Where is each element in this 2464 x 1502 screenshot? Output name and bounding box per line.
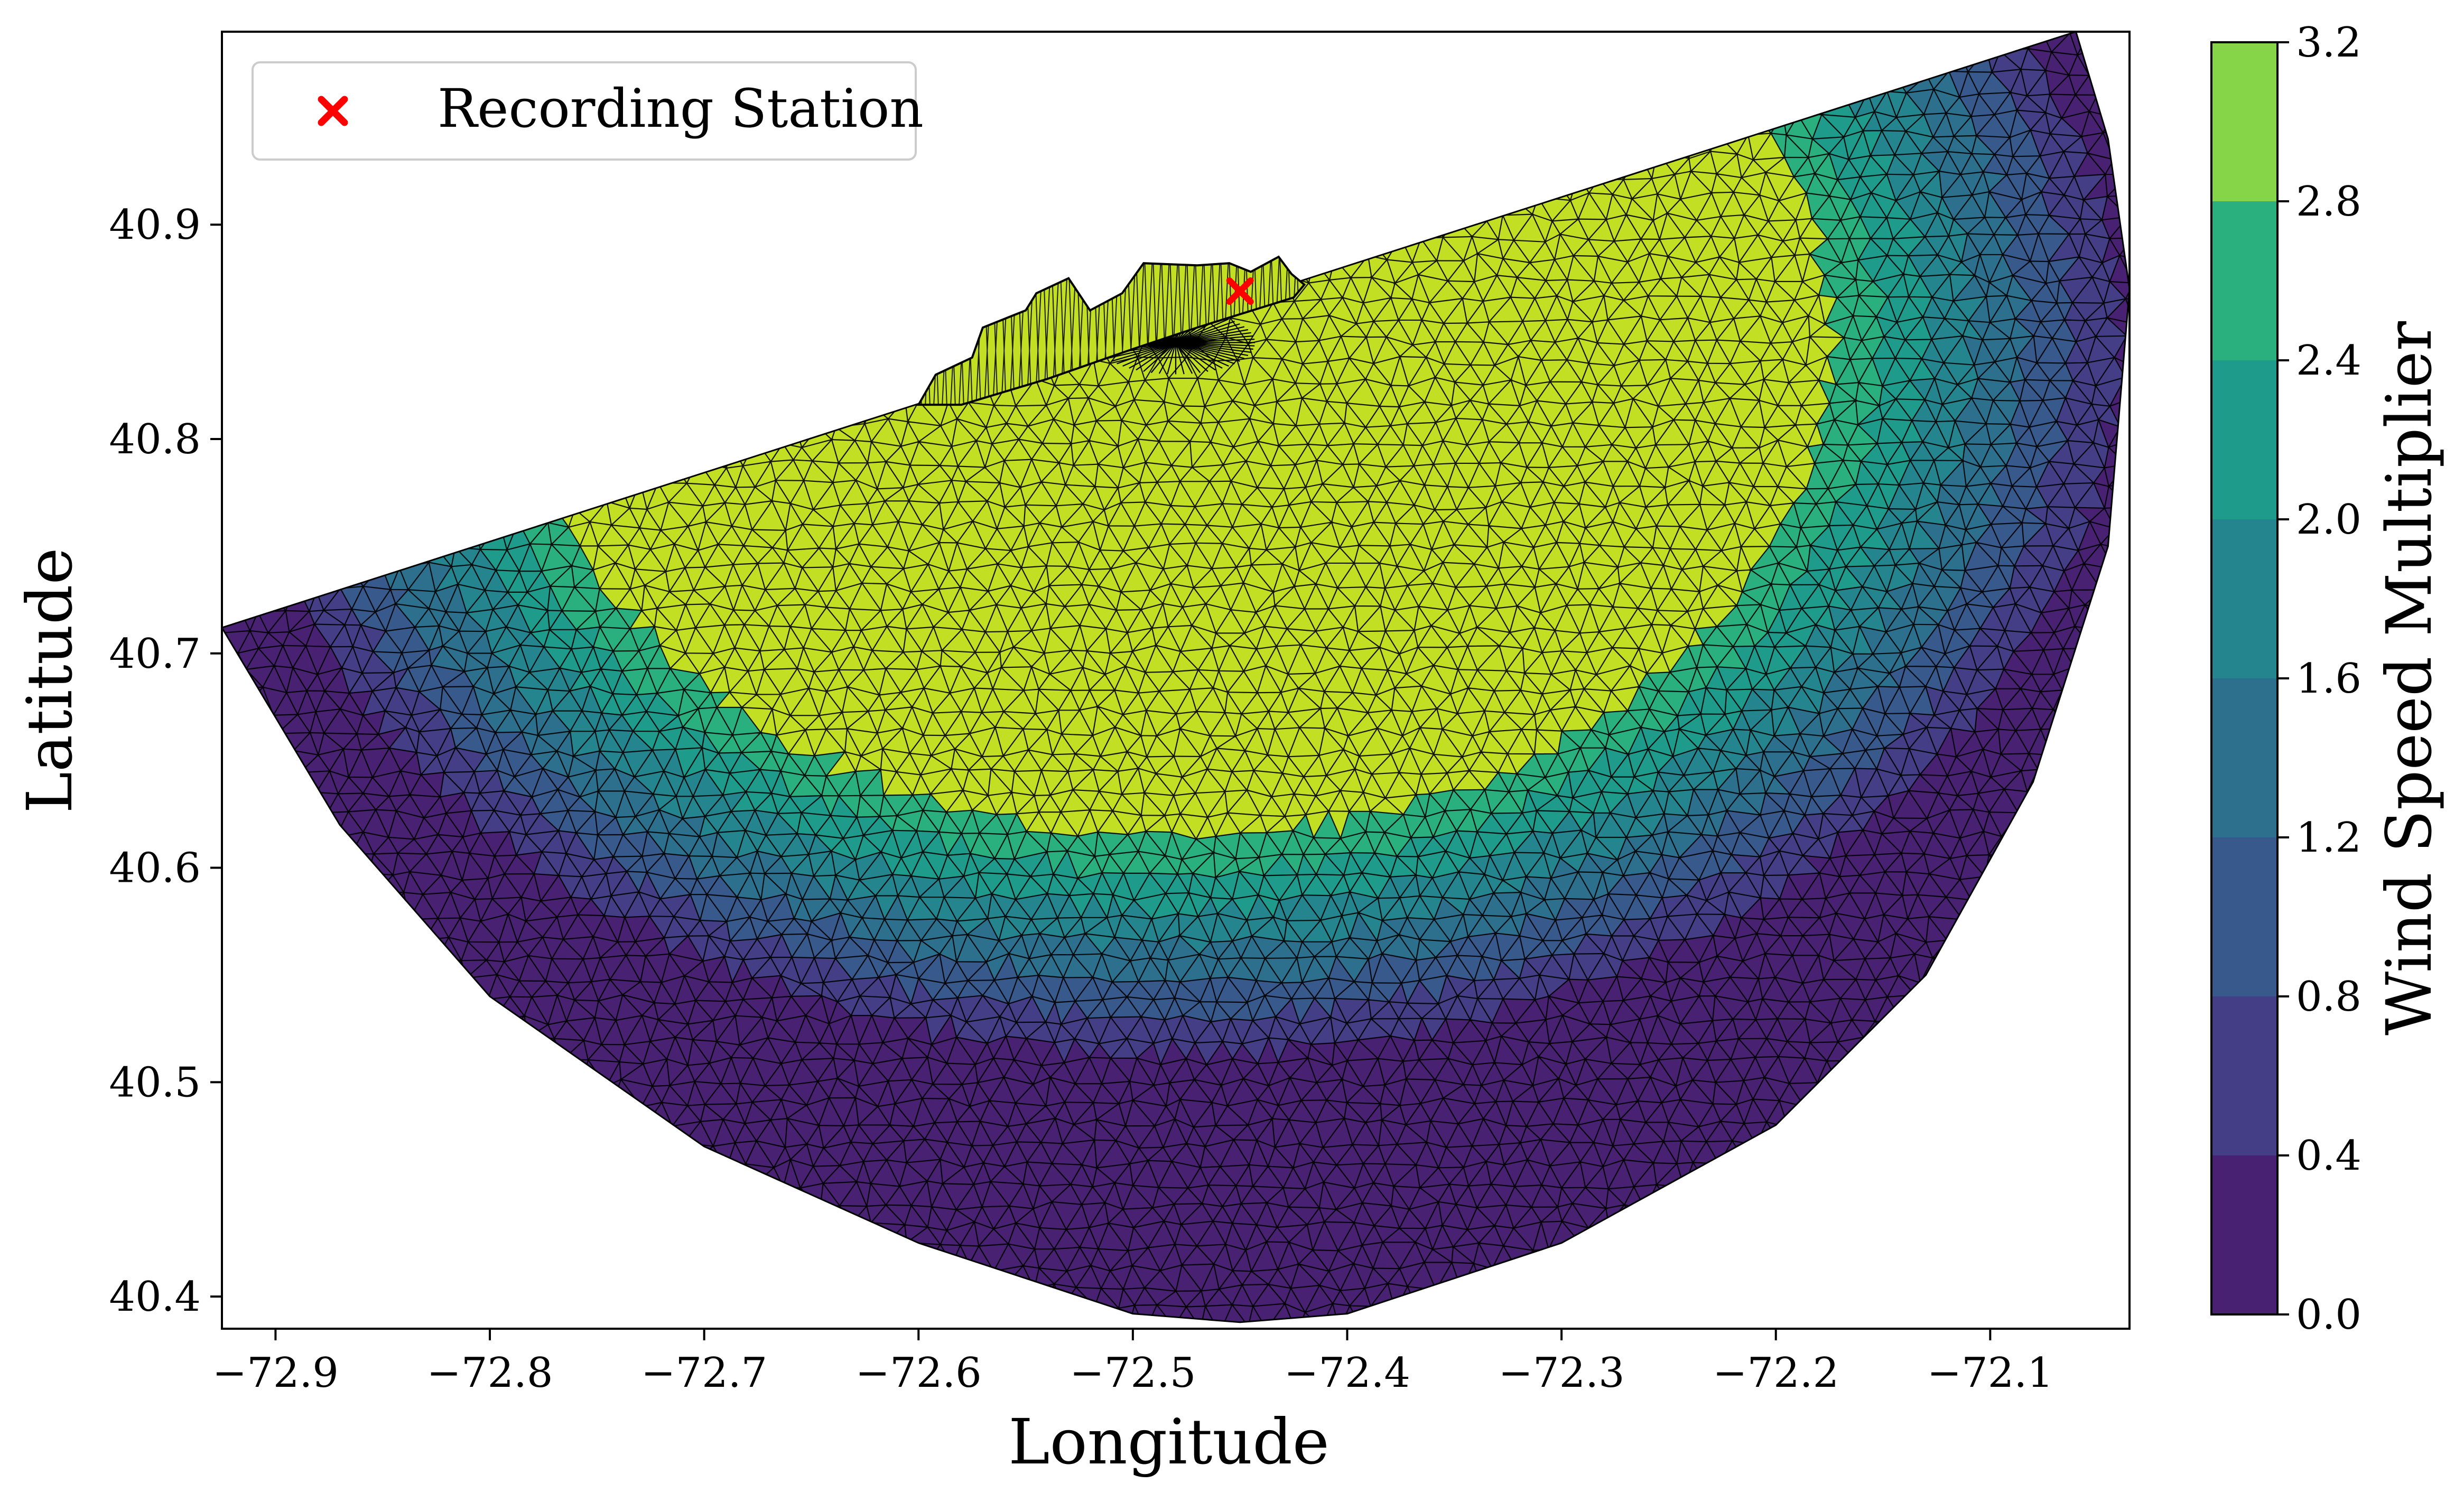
colorbar — [2211, 42, 2277, 1314]
colorbar-tick-label: 3.2 — [2296, 19, 2361, 67]
colorbar-segment — [2211, 519, 2277, 678]
axes-frame — [221, 31, 2131, 1330]
markers — [1226, 277, 1254, 305]
x-tick-label: −72.6 — [856, 1349, 982, 1397]
legend-label: Recording Station — [438, 78, 924, 139]
y-tick-label: 40.8 — [109, 416, 201, 463]
colorbar-tick-label: 2.4 — [2296, 337, 2361, 385]
colorbar-segment — [2211, 837, 2277, 996]
colorbar-segment — [2211, 1155, 2277, 1314]
y-tick-label: 40.4 — [109, 1273, 201, 1321]
x-tick-label: −72.9 — [212, 1349, 339, 1397]
colorbar-tick-label: 2.0 — [2296, 496, 2361, 544]
colorbar-tick-label: 0.0 — [2296, 1291, 2361, 1339]
inlet-group — [916, 255, 1306, 406]
x-tick-label: −72.3 — [1499, 1349, 1625, 1397]
y-tick-label: 40.5 — [109, 1059, 201, 1106]
x-tick-label: −72.7 — [641, 1349, 767, 1397]
legend-frame — [252, 61, 917, 161]
colorbar-tick-label: 0.4 — [2296, 1132, 2361, 1180]
colorbar-ticks: 0.0 0.4 0.8 1.2 1.6 2.0 2.4 2.8 3.2 — [2277, 19, 2361, 1339]
y-axis-title: Latitude — [13, 548, 86, 814]
x-tick-label: −72.4 — [1284, 1349, 1410, 1397]
colorbar-segment — [2211, 678, 2277, 837]
recording-station-marker — [1226, 277, 1254, 305]
domain-outline — [222, 32, 2130, 1323]
colorbar-tick-label: 1.6 — [2296, 655, 2361, 703]
x-axis-title: Longitude — [1008, 1405, 1329, 1478]
plot-area — [222, 32, 2130, 1323]
colorbar-segment — [2211, 42, 2277, 201]
colorbar-tick-label: 0.8 — [2296, 973, 2361, 1021]
legend: Recording Station — [252, 61, 924, 161]
x-tick-label: −72.8 — [427, 1349, 553, 1397]
y-tick-label: 40.9 — [109, 201, 201, 249]
colorbar-tick-label: 1.2 — [2296, 814, 2361, 862]
x-tick-label: −72.5 — [1070, 1349, 1196, 1397]
legend-marker-icon — [318, 96, 348, 126]
colorbar-segment — [2211, 996, 2277, 1155]
x-tick-label: −72.1 — [1927, 1349, 2053, 1397]
y-tick-label: 40.6 — [109, 845, 201, 892]
colorbar-segment — [2211, 360, 2277, 519]
x-axis: −72.9 −72.8 −72.7 −72.6 −72.5 −72.4 −72.3 −72.2… — [212, 1329, 2053, 1397]
y-axis: 40.4 40.5 40.6 40.7 40.8 40.9 — [109, 201, 222, 1321]
colorbar-title: Wind Speed Multiplier — [2373, 321, 2446, 1035]
y-tick-label: 40.7 — [109, 630, 201, 678]
colorbar-segment — [2211, 201, 2277, 360]
colorbar-tick-label: 2.8 — [2296, 178, 2361, 226]
x-tick-label: −72.2 — [1713, 1349, 1839, 1397]
